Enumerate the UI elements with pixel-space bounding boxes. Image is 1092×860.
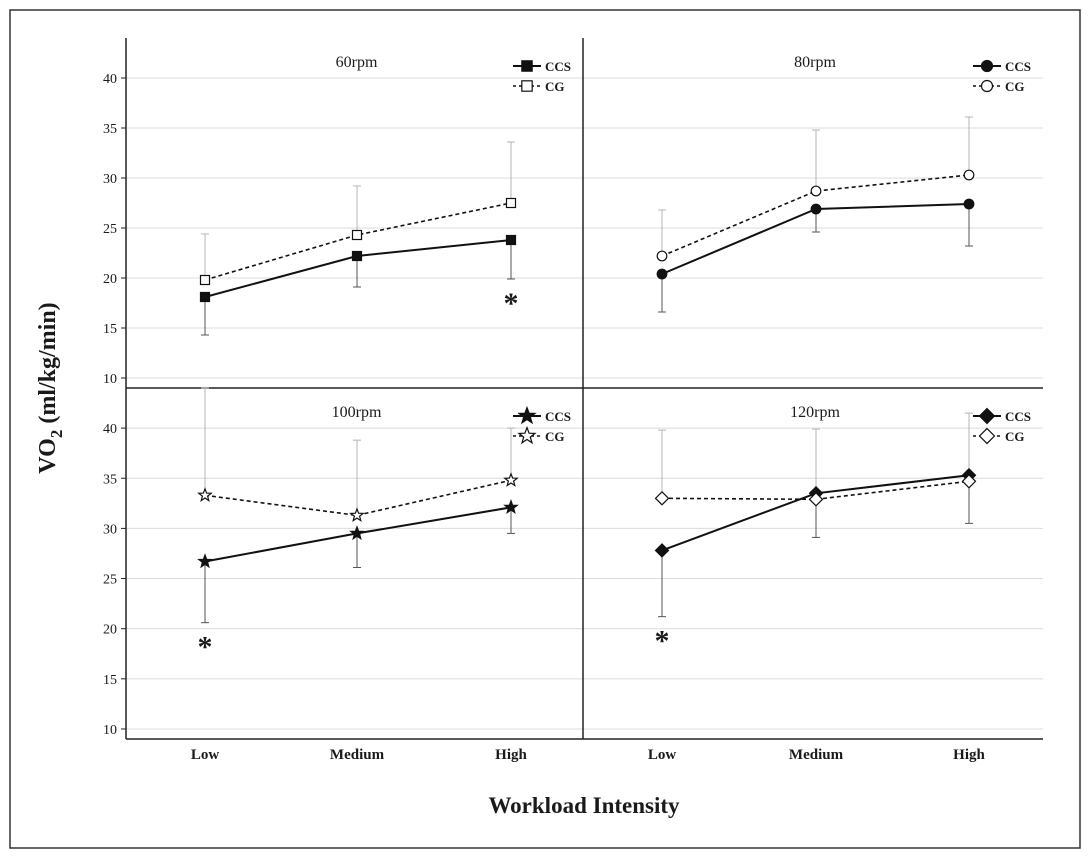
y-tick-label: 15 <box>103 322 117 337</box>
y-tick-label: 40 <box>103 422 117 437</box>
data-point-ccs <box>197 553 213 569</box>
data-point-ccs <box>349 525 365 541</box>
y-tick-label: 10 <box>103 723 117 738</box>
data-point-ccs <box>503 499 519 515</box>
y-tick-label: 15 <box>103 673 117 688</box>
data-point-ccs <box>199 291 211 303</box>
legend-marker-cg <box>980 79 994 93</box>
y-tick-label: 25 <box>103 222 117 237</box>
legend-label: CG <box>545 79 565 94</box>
data-point-cg <box>656 250 668 262</box>
y-axis-label-main: VO <box>35 438 61 474</box>
data-point-cg <box>505 197 517 209</box>
data-point-cg <box>654 490 670 506</box>
x-tick-label: Medium <box>330 747 385 763</box>
y-tick-label: 35 <box>103 472 117 487</box>
legend-label: CG <box>1005 429 1025 444</box>
panel-title: 120rpm <box>790 404 840 421</box>
significance-mark: * <box>655 625 670 658</box>
y-tick-label: 10 <box>103 372 117 387</box>
legend-label: CCS <box>545 409 571 424</box>
y-tick-label: 20 <box>103 272 117 287</box>
legend-label: CCS <box>1005 409 1031 424</box>
series-line-cg <box>661 174 970 257</box>
y-tick-label: 30 <box>103 172 117 187</box>
legend-marker-ccs <box>517 405 537 425</box>
series-line-cg <box>204 202 512 281</box>
x-tick-label: High <box>953 747 985 763</box>
series-line-cg <box>204 479 512 517</box>
data-point-cg <box>197 487 213 503</box>
data-point-cg <box>351 229 363 241</box>
legend-marker-cg <box>978 427 996 445</box>
y-tick-label: 20 <box>103 623 117 638</box>
x-tick-label: Medium <box>789 747 844 763</box>
y-tick-label: 35 <box>103 122 117 137</box>
legend-marker-cg <box>517 425 537 445</box>
legend-marker-ccs <box>978 407 996 425</box>
data-point-ccs <box>810 203 822 215</box>
marker-layer <box>197 59 1001 569</box>
data-point-cg <box>961 473 977 489</box>
legend-label: CCS <box>545 59 571 74</box>
data-point-cg <box>349 507 365 522</box>
y-tick-label: 30 <box>103 522 117 537</box>
legend-label: CG <box>1005 79 1025 94</box>
panel-title: 100rpm <box>332 404 382 421</box>
data-point-ccs <box>654 543 670 558</box>
text-layer: 10 15 20 25 30 35 40 60rpm CCS CG * 80rpm CCS CG 10 15 2… <box>103 54 1031 763</box>
y-tick-label: 40 <box>103 72 117 87</box>
panel-title: 80rpm <box>794 54 836 71</box>
data-point-ccs <box>656 268 668 280</box>
data-point-ccs <box>351 250 363 262</box>
error-bar-layer <box>201 116 973 624</box>
y-tick-label: 25 <box>103 573 117 588</box>
significance-mark: * <box>504 287 519 320</box>
y-axis-label: VO2 (ml/kg/min) <box>35 302 66 473</box>
data-point-ccs <box>963 198 975 210</box>
legend-marker-ccs <box>980 59 994 73</box>
data-point-cg <box>963 169 975 181</box>
data-point-cg <box>810 185 822 197</box>
data-point-ccs <box>505 234 517 246</box>
data-point-cg <box>503 472 519 487</box>
figure-border <box>9 9 1081 849</box>
x-tick-label: High <box>495 747 527 763</box>
x-tick-label: Low <box>191 747 220 763</box>
legend-marker-ccs <box>521 60 533 72</box>
x-tick-label: Low <box>648 747 677 763</box>
y-axis-label-unit: (ml/kg/min) <box>35 302 61 429</box>
legend-label: CG <box>545 429 565 444</box>
data-point-cg <box>199 274 211 286</box>
significance-mark: * <box>198 631 213 664</box>
axes-layer <box>121 38 1043 740</box>
x-axis-label: Workload Intensity <box>488 793 680 818</box>
panel-title: 60rpm <box>336 54 378 71</box>
y-axis-label-subscript: 2 <box>47 430 66 439</box>
legend-label: CCS <box>1005 59 1031 74</box>
legend-marker-cg <box>521 80 533 92</box>
data-point-cg <box>808 491 824 507</box>
